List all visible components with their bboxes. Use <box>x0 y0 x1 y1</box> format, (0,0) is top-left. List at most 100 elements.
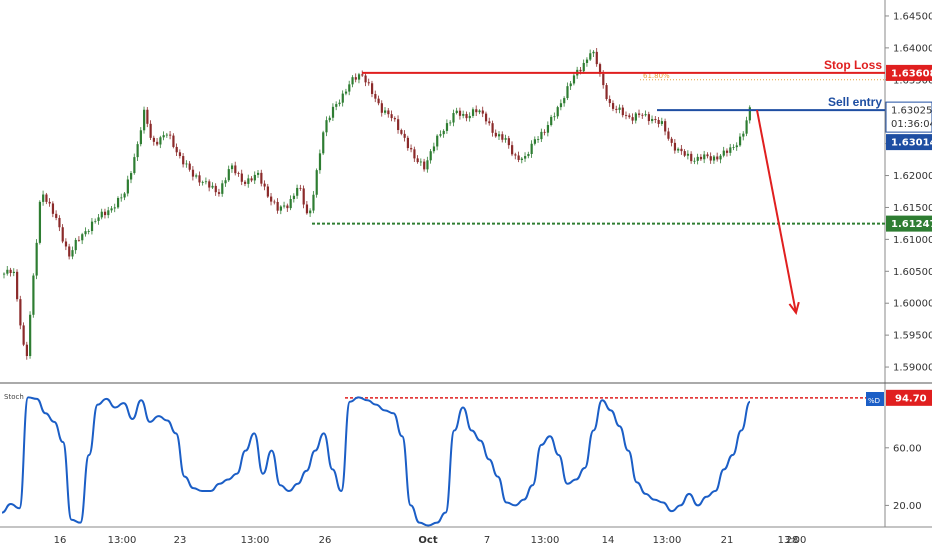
candle-body <box>354 77 357 80</box>
candle-body <box>611 103 615 109</box>
candle-body <box>227 169 230 181</box>
candle-body <box>191 169 195 177</box>
candle-body <box>393 118 396 120</box>
candle-body <box>423 161 426 170</box>
candle-body <box>537 139 540 140</box>
sell-entry-price-badge: 1.63025 <box>891 106 932 117</box>
candle-body <box>87 231 90 232</box>
candle-body <box>494 132 497 137</box>
candle-body <box>357 74 361 80</box>
candle-body <box>42 194 45 202</box>
countdown-label: 01:36:04 <box>891 119 932 130</box>
target-arrow-shaft <box>756 109 797 313</box>
candle-body <box>61 227 64 242</box>
candle-body <box>501 134 504 140</box>
candle-body <box>152 137 155 142</box>
candle-body <box>374 93 377 99</box>
candle-body <box>540 131 543 140</box>
candle-body <box>582 62 585 72</box>
price-tick-label: 1.59500 <box>893 331 932 342</box>
candle-body <box>716 156 719 160</box>
candle-body <box>667 131 670 139</box>
candle-body <box>520 158 523 160</box>
candle-body <box>693 160 696 162</box>
candle-body <box>380 103 383 113</box>
candle-body <box>344 91 348 94</box>
current-price-badge-bg <box>886 134 932 151</box>
candle-body <box>628 115 631 118</box>
candle-body <box>292 195 296 200</box>
candle-body <box>631 117 634 121</box>
candle-body <box>270 196 273 202</box>
candle-body <box>413 149 416 159</box>
candle-body <box>77 239 81 241</box>
candle-body <box>452 113 455 123</box>
time-tick-label: 13:00 <box>531 535 560 546</box>
candle-body <box>29 314 32 357</box>
candle-body <box>406 137 410 149</box>
candle-body <box>585 59 589 63</box>
support-price-badge-bg <box>886 215 932 232</box>
candle-body <box>230 165 234 170</box>
candle-body <box>318 153 322 171</box>
candle-body <box>543 131 546 133</box>
candle-body <box>110 208 113 211</box>
candle-body <box>429 151 432 161</box>
time-tick-label: 13:00 <box>241 535 270 546</box>
price-tick-label: 1.61000 <box>893 235 932 246</box>
candle-body <box>673 142 677 151</box>
price-tick-label: 1.61500 <box>893 203 932 214</box>
candle-body <box>569 83 572 87</box>
candle-body <box>481 110 484 114</box>
stop-loss-label: Stop Loss <box>824 58 882 72</box>
candle-body <box>178 152 182 157</box>
candle-body <box>384 110 387 113</box>
candle-body <box>120 197 123 199</box>
candle-body <box>533 139 537 144</box>
candle-body <box>364 75 367 83</box>
candle-body <box>507 138 510 146</box>
candle-body <box>182 156 185 165</box>
candle-body <box>217 192 221 194</box>
candle-body <box>266 186 269 197</box>
candle-body <box>686 153 690 156</box>
candle-body <box>436 135 439 147</box>
candle-body <box>729 147 732 153</box>
candle-body <box>361 74 364 76</box>
candle-body <box>348 84 351 92</box>
candle-body <box>341 93 344 103</box>
time-tick-label: 21 <box>721 535 734 546</box>
candle-body <box>608 99 611 104</box>
candle-body <box>162 135 165 138</box>
candle-body <box>367 82 370 84</box>
candle-body <box>97 217 100 221</box>
candle-body <box>696 156 699 161</box>
candle-body <box>234 165 237 174</box>
candle-body <box>107 210 110 216</box>
candle-body <box>68 246 71 257</box>
candle-body <box>497 134 501 137</box>
candle-body <box>123 193 126 198</box>
candle-body <box>130 173 133 180</box>
candle-body <box>738 136 742 146</box>
candle-body <box>709 156 712 161</box>
candle-body <box>712 156 716 161</box>
candle-body <box>214 185 217 193</box>
candle-body <box>647 114 650 122</box>
candle-body <box>471 109 475 116</box>
candle-body <box>240 173 243 182</box>
candle-body <box>94 220 97 222</box>
candle-body <box>484 113 488 122</box>
candle-body <box>237 173 240 175</box>
candle-body <box>35 242 38 276</box>
candle-body <box>58 217 61 228</box>
candle-body <box>201 181 204 183</box>
candle-body <box>703 154 706 160</box>
candle-body <box>556 107 559 117</box>
candle-body <box>172 135 175 147</box>
candle-body <box>651 118 654 122</box>
candle-body <box>745 120 748 134</box>
candle-body <box>143 109 146 131</box>
candle-body <box>677 148 680 151</box>
